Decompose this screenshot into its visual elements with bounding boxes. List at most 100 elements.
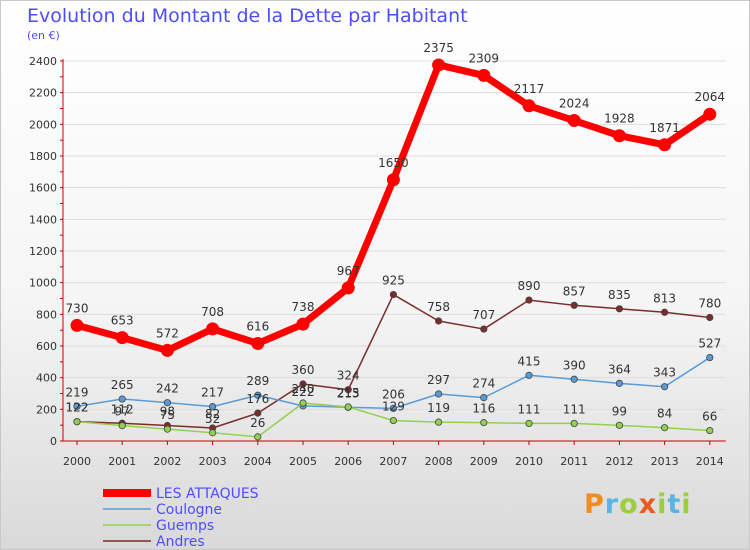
logo-letter: o [619, 489, 639, 520]
x-tick-label: 2003 [199, 455, 227, 468]
data-point [118, 422, 126, 430]
data-label: 967 [337, 264, 360, 278]
y-tick-label: 0 [50, 435, 57, 448]
data-label: 360 [292, 363, 315, 377]
data-label: 1650 [378, 156, 409, 170]
data-label: 415 [518, 354, 541, 368]
data-label: 708 [201, 305, 224, 319]
legend-label: Guemps [156, 518, 214, 534]
data-point [296, 317, 310, 331]
data-label: 122 [66, 401, 89, 415]
data-label: 1871 [649, 121, 680, 135]
x-tick-label: 2013 [651, 455, 679, 468]
legend-label: Coulogne [156, 502, 222, 518]
data-label: 242 [156, 382, 179, 396]
data-point [341, 281, 355, 295]
data-label: 2309 [469, 51, 500, 65]
legend-label: LES ATTAQUES [156, 486, 259, 502]
chart-title: Evolution du Montant de la Dette par Hab… [27, 5, 468, 27]
data-point [706, 353, 714, 362]
y-tick-label: 2200 [29, 87, 57, 100]
data-label: 215 [337, 386, 360, 400]
logo-letter: i [657, 489, 668, 520]
data-label: 390 [563, 358, 586, 372]
data-label: 2375 [423, 41, 454, 55]
data-point [525, 371, 533, 379]
data-point [389, 416, 397, 425]
data-point [612, 129, 626, 143]
x-tick-label: 2001 [108, 455, 136, 468]
data-label: 66 [702, 410, 717, 424]
data-label: 99 [612, 404, 627, 418]
data-point [206, 322, 220, 336]
data-point [73, 402, 81, 410]
data-point [615, 305, 624, 313]
data-label: 835 [608, 288, 631, 302]
data-label: 217 [201, 386, 224, 400]
data-point [615, 421, 624, 429]
data-label: 925 [382, 274, 405, 288]
x-tick-label: 2002 [153, 455, 181, 468]
data-point [706, 426, 714, 435]
data-label: 265 [111, 378, 134, 392]
data-point [525, 419, 533, 428]
data-label: 324 [337, 369, 360, 383]
y-tick-label: 1600 [29, 182, 57, 195]
data-label: 84 [657, 407, 672, 421]
data-label: 52 [205, 412, 220, 426]
data-label: 82 [205, 407, 220, 421]
x-tick-label: 2009 [470, 455, 498, 468]
y-tick-label: 800 [36, 308, 57, 321]
data-label: 707 [472, 308, 495, 322]
data-label: 572 [156, 326, 179, 340]
x-tick-label: 2011 [560, 455, 588, 468]
axes: 0 200 400 600 800 1000 1200 1400 1600 1800 2000 220… [29, 55, 726, 468]
data-label: 129 [382, 400, 405, 414]
data-label: 738 [292, 300, 315, 314]
data-label: 75 [160, 408, 175, 422]
data-label: 219 [66, 385, 89, 399]
data-point [389, 290, 397, 299]
data-point [703, 107, 717, 121]
data-point [70, 318, 84, 332]
data-point [434, 390, 443, 398]
data-point [567, 114, 581, 128]
logo-letter: i [681, 489, 692, 520]
x-tick-label: 2014 [696, 455, 724, 468]
data-label: 1928 [604, 112, 635, 126]
data-point [480, 419, 488, 427]
data-label: 26 [250, 416, 265, 430]
proxiti-logo: Proxiti [584, 489, 692, 520]
y-tick-label: 200 [36, 403, 57, 416]
data-label: 119 [427, 401, 450, 415]
data-point [254, 409, 262, 417]
data-label: 297 [427, 373, 450, 387]
data-point [344, 386, 352, 394]
legend-label: Andres [156, 534, 205, 549]
data-point [118, 395, 126, 403]
data-point [115, 331, 129, 345]
data-label: 111 [563, 402, 586, 416]
data-point [254, 433, 262, 441]
data-point [160, 343, 174, 357]
y-tick-label: 1000 [29, 277, 57, 290]
data-point [386, 173, 400, 187]
x-tick-label: 2006 [334, 455, 362, 468]
data-label: 813 [653, 291, 676, 305]
x-tick-label: 2012 [605, 455, 633, 468]
data-labels: 730 653 572 708 616 738 967 1650 2375 2309 2117 202… [66, 41, 726, 430]
data-label: 890 [518, 279, 541, 293]
data-point [570, 301, 578, 309]
data-label: 2024 [559, 97, 590, 111]
data-label: 240 [292, 382, 315, 396]
data-label: 274 [472, 377, 495, 391]
data-label: 343 [653, 366, 676, 380]
data-label: 98 [160, 404, 175, 418]
data-label: 112 [111, 402, 134, 416]
y-tick-label: 1400 [29, 213, 57, 226]
data-point [615, 379, 624, 387]
data-point [658, 138, 672, 152]
